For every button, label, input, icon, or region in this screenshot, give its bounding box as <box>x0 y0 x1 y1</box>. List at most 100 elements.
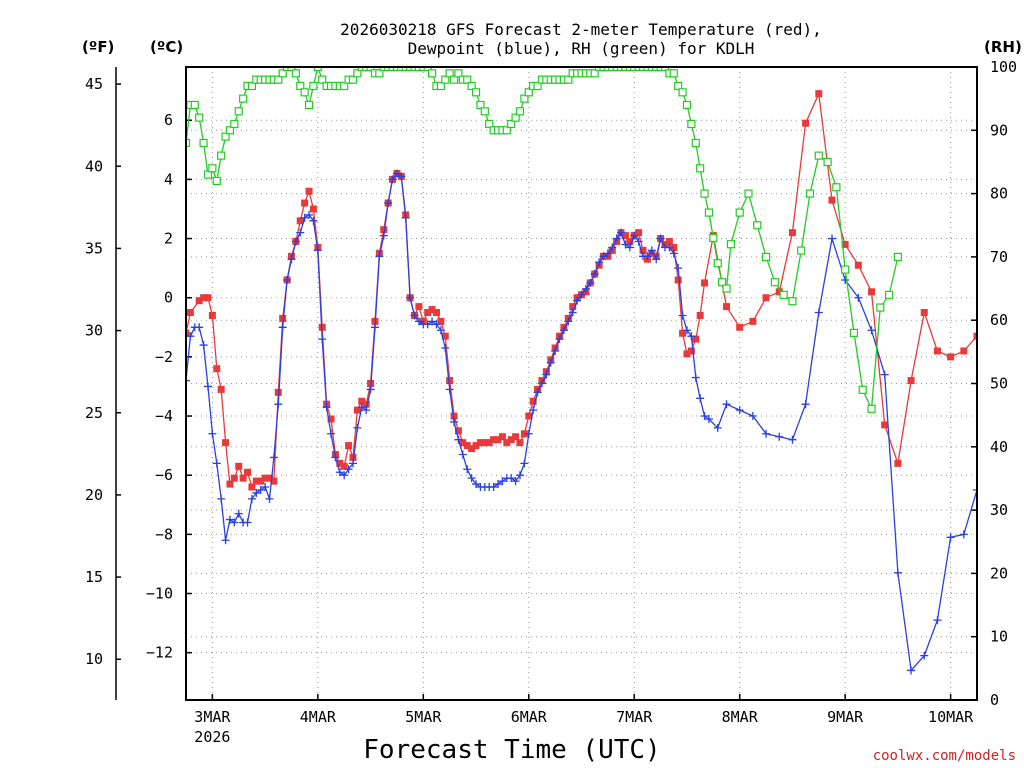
rh-point <box>388 67 397 72</box>
temperature-point <box>349 453 357 461</box>
dewpoint-point <box>221 536 230 545</box>
dewpoint-point <box>608 243 617 252</box>
temperature-point <box>723 303 731 311</box>
chart-title-line2: Dewpoint (blue), RH (green) for KDLH <box>408 39 755 58</box>
rh-point <box>713 259 722 268</box>
rh-point <box>744 189 753 198</box>
dewpoint-point <box>551 346 560 355</box>
temperature-point <box>230 474 238 482</box>
dewpoint-point <box>498 477 507 486</box>
temperature-point <box>217 385 225 393</box>
dewpoint-point <box>603 249 612 258</box>
temperature-point <box>476 439 484 447</box>
fahrenheit-tick-label: 25 <box>85 404 103 422</box>
chart-title-line1: 2026030218 GFS Forecast 2-meter Temperat… <box>340 20 822 39</box>
dewpoint-point <box>867 326 876 335</box>
temperature-point <box>947 353 955 361</box>
dewpoint-point <box>775 432 784 441</box>
dewpoint-point <box>959 530 968 539</box>
dewpoint-point <box>261 483 270 492</box>
dewpoint-point <box>410 311 419 320</box>
rh-tick-label: 70 <box>990 248 1008 266</box>
celsius-tick-label: 2 <box>164 230 173 248</box>
temperature-point <box>204 294 212 302</box>
rh-point <box>340 81 349 91</box>
temperature-point <box>639 246 647 254</box>
rh-point <box>436 81 445 91</box>
dewpoint-point <box>568 308 577 317</box>
dewpoint-point <box>217 494 226 503</box>
rh-point <box>485 119 494 129</box>
celsius-tick-label: −12 <box>146 644 173 662</box>
dewpoint-point <box>946 533 955 542</box>
dewpoint-point <box>687 332 696 341</box>
rh-point <box>687 119 696 129</box>
rh-point <box>867 404 876 413</box>
rh-point <box>616 67 626 72</box>
credit-link[interactable]: coolwx.com/models <box>873 748 1016 764</box>
rh-tick-label: 100 <box>990 58 1017 76</box>
fahrenheit-tick-label: 15 <box>85 568 103 586</box>
temperature-point <box>252 477 260 485</box>
dewpoint-point <box>586 278 595 287</box>
time-tick-label: 10MAR <box>928 708 974 726</box>
dewpoint-point <box>595 258 604 267</box>
rh-point <box>199 138 208 148</box>
rh-point <box>718 278 727 287</box>
temperature-point <box>463 442 471 450</box>
rh-point <box>779 290 788 299</box>
rh-point <box>761 252 771 261</box>
dewpoint-point <box>309 216 318 225</box>
rh-point <box>726 240 736 249</box>
dewpoint-point <box>634 237 643 246</box>
rh-point <box>471 88 481 97</box>
rh-point <box>814 151 823 160</box>
dewpoint-point <box>274 400 283 409</box>
celsius-tick-label: −10 <box>146 585 173 603</box>
rh-point <box>348 75 358 84</box>
rh-point <box>296 81 305 91</box>
rh-tick-label: 10 <box>990 628 1008 646</box>
dewpoint-point <box>199 341 208 350</box>
temperature-point <box>257 477 265 485</box>
celsius-tick-label: 0 <box>164 289 173 307</box>
rh-tick-label: 90 <box>990 121 1008 139</box>
rh-point <box>203 170 213 179</box>
fahrenheit-axis-label: (ºF) <box>82 38 114 56</box>
rh-point <box>375 69 384 78</box>
dewpoint-point <box>678 311 687 320</box>
rh-point <box>533 81 542 91</box>
rh-point <box>212 176 221 186</box>
dewpoint-point <box>313 246 322 255</box>
dewpoint-point <box>472 480 481 489</box>
temperature-point <box>415 303 423 311</box>
celsius-tick-label: −8 <box>155 525 173 543</box>
dewpoint-point <box>208 429 217 438</box>
temperature-point <box>327 415 335 423</box>
temperature-point <box>358 397 366 405</box>
dewpoint-point <box>441 344 450 353</box>
dewpoint-point <box>841 275 850 284</box>
time-tick-sublabel: 2026 <box>194 728 230 746</box>
fahrenheit-tick-label: 30 <box>85 322 103 340</box>
rh-point <box>876 303 885 312</box>
celsius-tick-label: −2 <box>155 348 173 366</box>
rh-tick-label: 30 <box>990 501 1008 519</box>
dewpoint-point <box>256 485 265 494</box>
dewpoint-point <box>511 477 520 486</box>
temperature-point <box>186 309 194 317</box>
dewpoint-point <box>428 317 437 326</box>
temperature-line <box>186 91 977 489</box>
temperature-point <box>380 226 388 234</box>
dewpoint-point <box>406 293 415 302</box>
dewpoint-point <box>542 370 551 379</box>
rh-point <box>186 138 191 148</box>
temperature-point <box>279 314 287 322</box>
temperature-point <box>894 459 902 467</box>
dewpoint-point <box>494 480 503 489</box>
fahrenheit-tick-label: 10 <box>85 650 103 668</box>
dewpoint-point <box>621 240 630 249</box>
dewpoint-point <box>573 296 582 305</box>
temperature-point <box>788 229 796 237</box>
